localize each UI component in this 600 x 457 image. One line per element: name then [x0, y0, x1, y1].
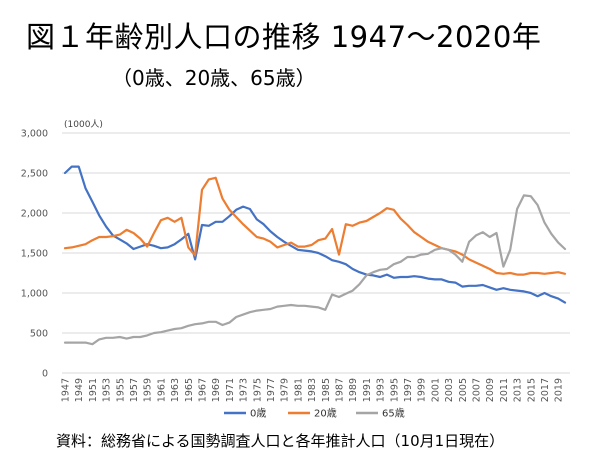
page-title: 図１年齢別人口の推移 1947〜2020年 [26, 20, 542, 54]
page-subtitle: （0歳、20歳、65歳） [112, 66, 316, 90]
x-tick-label: 2005 [458, 378, 469, 402]
legend-label: 0歳 [250, 408, 266, 420]
x-tick-label: 1967 [197, 378, 208, 402]
x-tick-label: 2009 [485, 378, 496, 402]
x-tick-label: 1981 [293, 378, 304, 402]
legend-label: 20歳 [314, 408, 337, 420]
x-tick-label: 1949 [74, 378, 85, 402]
y-unit-label: (1000人) [64, 119, 103, 130]
y-tick-label: 2,500 [21, 169, 48, 180]
x-tick-label: 1995 [389, 378, 400, 402]
x-tick-label: 1985 [321, 378, 332, 402]
y-tick-label: 0 [42, 369, 48, 380]
x-tick-label: 1957 [129, 378, 140, 402]
x-tick-label: 1979 [280, 378, 291, 402]
source-note: 資料：総務省による国勢調査人口と各年推計人口（10月1日現在） [56, 432, 505, 450]
x-tick-label: 1983 [307, 378, 318, 402]
y-tick-label: 2,000 [21, 209, 48, 220]
gridlines [62, 132, 570, 374]
x-tick-label: 2017 [540, 378, 551, 402]
x-tick-label: 1961 [156, 378, 167, 402]
x-tick-label: 1973 [239, 378, 250, 402]
x-tick-labels: 1947 1949 1951 1953 1955 1957 1959 1961 1963 1965… [61, 378, 565, 402]
x-tick-label: 1951 [88, 378, 99, 402]
x-tick-label: 2013 [513, 378, 524, 402]
x-tick-label: 1989 [348, 378, 359, 402]
x-tick-label: 1965 [184, 378, 195, 402]
x-tick-label: 2015 [526, 378, 537, 402]
x-tick-label: 1963 [170, 378, 181, 402]
x-tick-label: 1969 [211, 378, 222, 402]
y-tick-label: 3,000 [21, 129, 48, 140]
x-tick-label: 2003 [444, 378, 455, 402]
x-tick-label: 1999 [417, 378, 428, 402]
x-tick-label: 1993 [376, 378, 387, 402]
y-tick-labels: 0 500 1,000 1,500 2,000 2,500 3,000 [21, 129, 48, 380]
series-lines [63, 165, 567, 346]
y-tick-label: 500 [30, 329, 48, 340]
y-tick-label: 1,500 [21, 249, 48, 260]
x-tick-label: 1955 [115, 378, 126, 402]
x-tick-label: 2011 [499, 378, 510, 402]
x-tick-label: 1997 [403, 378, 414, 402]
x-tick-label: 1975 [252, 378, 263, 402]
legend: 0歳 20歳 65歳 [224, 408, 405, 420]
x-tick-label: 1971 [225, 378, 236, 402]
x-tick-label: 1959 [143, 378, 154, 402]
x-tick-label: 1977 [266, 378, 277, 402]
series-line-age65 [63, 194, 567, 346]
y-tick-label: 1,000 [21, 289, 48, 300]
series-line-age20 [63, 176, 567, 276]
x-tick-label: 2001 [430, 378, 441, 402]
x-tick-label: 1991 [362, 378, 373, 402]
legend-label: 65歳 [382, 408, 405, 420]
x-tick-label: 1987 [334, 378, 345, 402]
x-tick-label: 2019 [554, 378, 565, 402]
x-tick-label: 2007 [471, 378, 482, 402]
x-tick-label: 1947 [61, 378, 72, 402]
series-line-age0 [63, 165, 567, 304]
x-tick-label: 1953 [102, 378, 113, 402]
